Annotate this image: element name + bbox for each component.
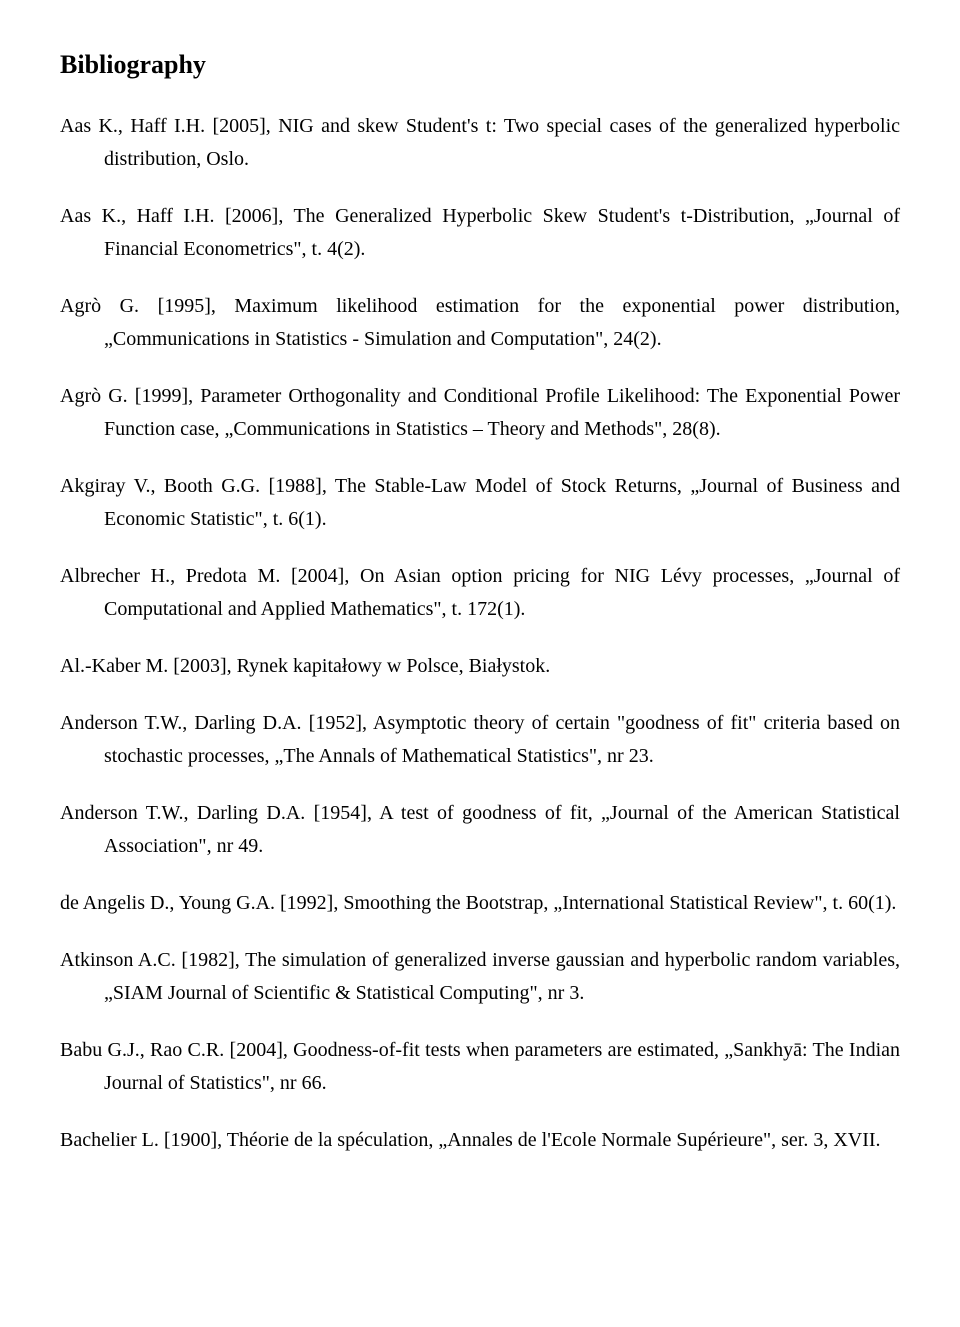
bibliography-entry: Al.-Kaber M. [2003], Rynek kapitałowy w … [60, 650, 900, 683]
bibliography-entry: Aas K., Haff I.H. [2006], The Generalize… [60, 200, 900, 266]
bibliography-entry: Albrecher H., Predota M. [2004], On Asia… [60, 560, 900, 626]
bibliography-entry: Anderson T.W., Darling D.A. [1954], A te… [60, 797, 900, 863]
bibliography-entry: Babu G.J., Rao C.R. [2004], Goodness-of-… [60, 1034, 900, 1100]
bibliography-entry: Agrò G. [1999], Parameter Orthogonality … [60, 380, 900, 446]
bibliography-entry: Anderson T.W., Darling D.A. [1952], Asym… [60, 707, 900, 773]
bibliography-list: Aas K., Haff I.H. [2005], NIG and skew S… [60, 110, 900, 1157]
bibliography-entry: Bachelier L. [1900], Théorie de la spécu… [60, 1124, 900, 1157]
bibliography-entry: Akgiray V., Booth G.G. [1988], The Stabl… [60, 470, 900, 536]
bibliography-entry: de Angelis D., Young G.A. [1992], Smooth… [60, 887, 900, 920]
bibliography-entry: Aas K., Haff I.H. [2005], NIG and skew S… [60, 110, 900, 176]
bibliography-entry: Atkinson A.C. [1982], The simulation of … [60, 944, 900, 1010]
page-title: Bibliography [60, 50, 900, 80]
bibliography-entry: Agrò G. [1995], Maximum likelihood estim… [60, 290, 900, 356]
